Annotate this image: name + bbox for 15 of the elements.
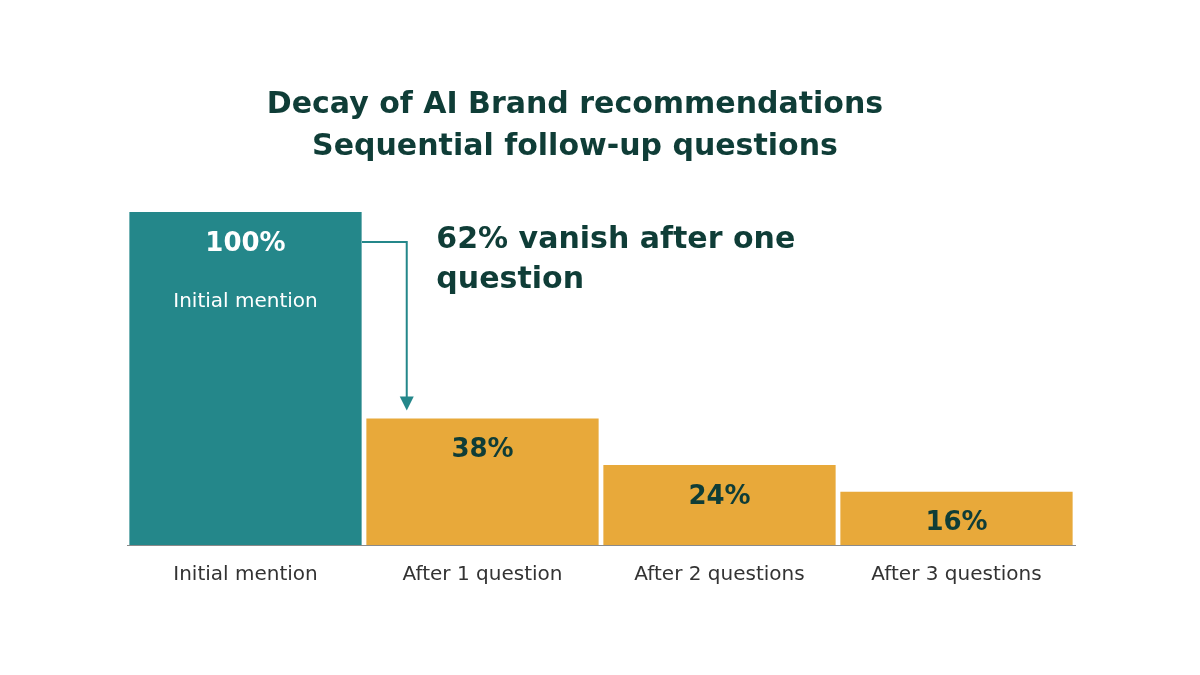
data-label: 24% — [688, 479, 751, 510]
bar — [129, 212, 362, 545]
bar — [840, 491, 1073, 545]
annotation: Initial mention — [173, 288, 318, 313]
x-tick-label: After 1 question — [402, 561, 563, 586]
x-tick-label: Initial mention — [173, 561, 318, 586]
x-tick-label: After 2 questions — [634, 561, 805, 586]
bar — [366, 418, 599, 545]
chart-title: Decay of AI Brand recommendations Sequential follow-up questions — [265, 84, 885, 164]
annotation: 62% vanish after one question — [436, 219, 797, 298]
data-label: 38% — [451, 433, 514, 464]
data-label: 16% — [925, 506, 988, 537]
x-tick-label: After 3 questions — [871, 561, 1042, 586]
bar — [603, 465, 836, 545]
data-label: 100% — [205, 226, 286, 257]
